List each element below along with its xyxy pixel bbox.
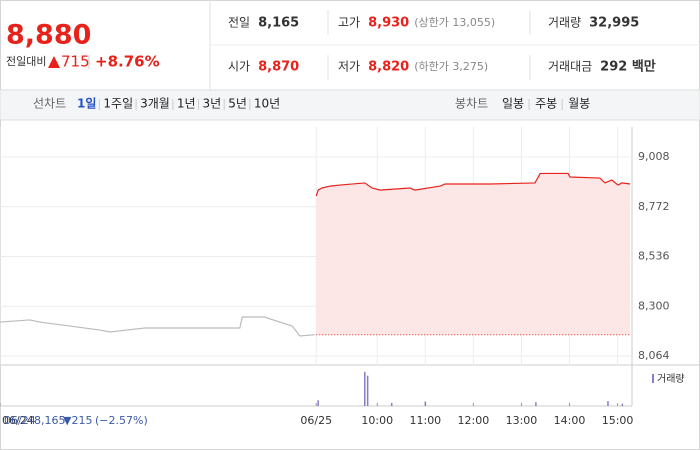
volume-bar	[390, 402, 393, 406]
y-tick-label: 8,536	[638, 250, 670, 263]
legend-label: 거래량	[657, 373, 685, 385]
change-pct: +8.76%	[95, 53, 160, 71]
stat-value: 8,930	[368, 16, 409, 31]
x-tick-label: 06/24	[2, 414, 34, 427]
y-tick-label: 8,772	[638, 200, 670, 213]
stat-label: 거래량	[548, 16, 581, 30]
x-tick-label: 15:00	[602, 414, 634, 427]
tab[interactable]: 3년	[203, 97, 222, 111]
stat-label: 거래대금	[548, 60, 592, 74]
stat-value: 8,820	[368, 60, 409, 75]
tab[interactable]: 1년	[177, 97, 196, 111]
tab-bar	[0, 89, 700, 121]
tab[interactable]: 일봉	[502, 97, 524, 111]
x-tick-label: 14:00	[554, 414, 586, 427]
footer-change: ▼215	[63, 414, 92, 427]
stat-label: 고가	[338, 16, 360, 30]
x-tick-label: 12:00	[458, 414, 490, 427]
stat-value: 32,995	[589, 16, 639, 31]
x-tick-label: 13:00	[506, 414, 538, 427]
tabs: 1일 1주일 3개월 1년 3년 5년 10년 일봉 주봉 월봉	[77, 97, 590, 111]
stat-value: 292 백만	[600, 59, 656, 75]
volume-bar	[364, 371, 366, 406]
volume-bar	[607, 401, 609, 406]
stat-label: 시가	[228, 60, 250, 74]
legend-swatch	[652, 374, 654, 383]
x-tick-label: 06/25	[300, 414, 332, 427]
y-tick-label: 8,064	[638, 349, 670, 362]
stat-label: 저가	[338, 60, 360, 74]
volume-bar	[621, 403, 624, 406]
tab[interactable]: 주봉	[535, 97, 557, 111]
tab[interactable]: 5년	[228, 97, 247, 111]
volume-bar	[424, 401, 427, 406]
line	[315, 172, 631, 197]
footer-pct: (−2.57%)	[95, 414, 148, 427]
y-tick-label: 9,008	[638, 150, 670, 163]
tab-group-label: 선차트	[33, 97, 66, 111]
stat-note: (상한가 13,055)	[414, 16, 495, 29]
stat-label: 전일	[228, 16, 250, 30]
stats: 전일 8,165 고가 8,930 (상한가 13,055) 거래량 32,995 시가 8,8…	[228, 16, 656, 75]
area	[316, 173, 631, 335]
tab[interactable]: 월봉	[568, 97, 590, 111]
change-label: 전일대비	[6, 54, 46, 68]
tab[interactable]: 3개월	[140, 97, 170, 111]
tab[interactable]: 10년	[254, 97, 280, 111]
volume-bar	[317, 400, 319, 406]
volume-bar	[366, 375, 369, 406]
y-tick-label: 8,300	[638, 299, 670, 312]
footer-close: 8,165	[34, 414, 66, 427]
tab[interactable]: 1주일	[103, 97, 133, 111]
line	[0, 316, 315, 337]
tab-group-label: 봉차트	[455, 97, 488, 111]
up-icon	[48, 56, 60, 68]
footer-date: 06/24	[4, 414, 36, 427]
tab[interactable]: 1일	[77, 97, 96, 111]
stat-value: 8,870	[258, 60, 299, 75]
change: 715	[61, 53, 90, 71]
x-tick-label: 11:00	[409, 414, 441, 427]
volume-bar	[535, 402, 537, 406]
stat-note: (하한가 3,275)	[414, 59, 488, 73]
x-tick-label: 10:00	[361, 414, 393, 427]
price: 8,880	[6, 20, 91, 51]
stat-value: 8,165	[258, 16, 299, 31]
plot: 8,064 8,300 8,536 8,772 9,008 06/24 06/25 10:00…	[0, 127, 670, 427]
